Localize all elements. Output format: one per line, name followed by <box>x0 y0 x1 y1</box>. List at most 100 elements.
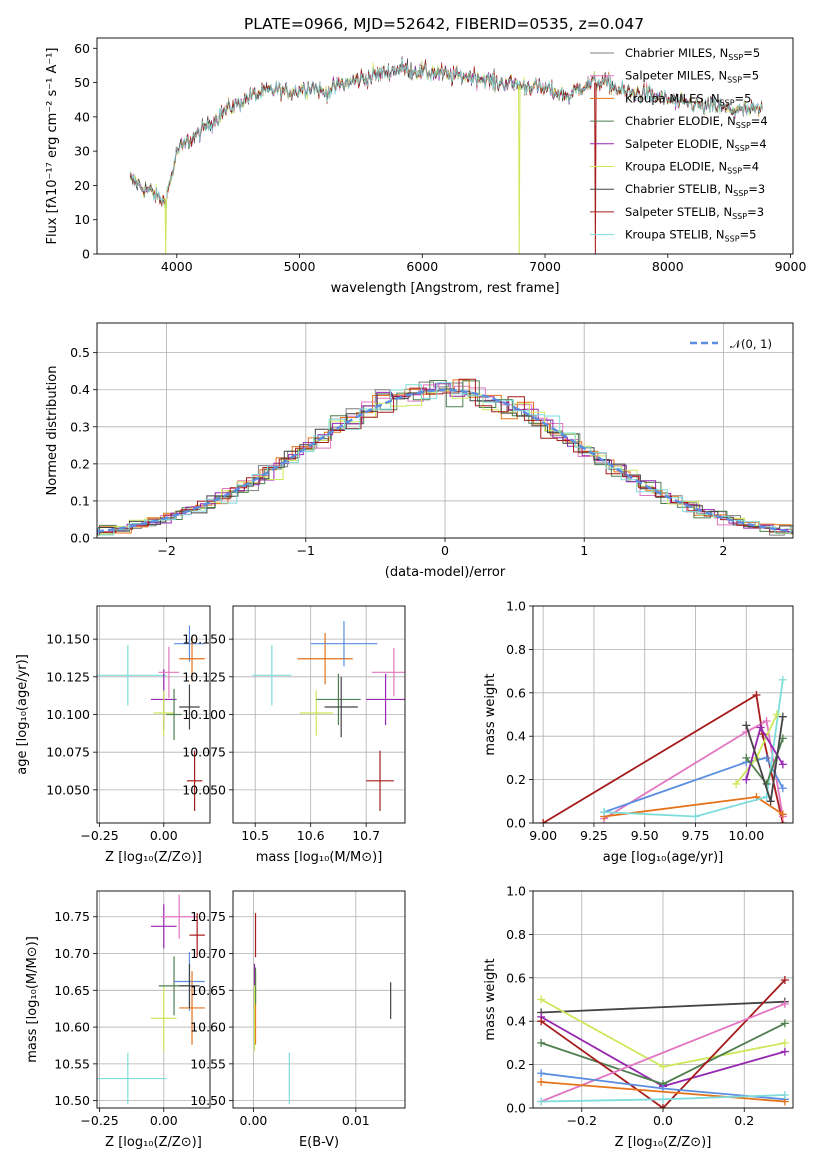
age-vs-mass-panel: 10.5 10.6 10.7 10.050 10.075 10.100 10.125 10.1… <box>182 605 406 865</box>
weight-marker <box>778 712 787 721</box>
y-tick-label: 10.125 <box>46 669 90 684</box>
y-axis-label: mass weight <box>483 958 498 1040</box>
mass-vs-extinction-panel: 0.00 0.01 10.50 10.55 10.60 10.65 10.70 10.75 E(… <box>190 890 406 1150</box>
x-tick-label: 9.75 <box>682 828 710 843</box>
x-axis-label: wavelength [Angstrom, rest frame] <box>331 281 560 296</box>
y-tick-label: 50 <box>74 75 90 90</box>
x-tick-label: 8000 <box>652 259 684 274</box>
x-axis-label: Z [log₁₀(Z/Z⊙)] <box>105 1135 202 1150</box>
weight-line <box>540 979 786 1108</box>
x-tick-label: −2 <box>157 543 175 558</box>
x-tick-label: −0.25 <box>80 828 118 843</box>
y-tick-label: 10.50 <box>190 1093 226 1108</box>
weight-vs-metallicity-panel: −0.2 0.0 0.2 0.0 0.2 0.4 0.6 0.8 1.0 Z [log₁₀(Z/Z… <box>483 884 794 1150</box>
y-tick-label: 10.55 <box>54 1056 90 1071</box>
y-tick-label: 10.55 <box>190 1056 226 1071</box>
weight-marker <box>732 779 741 788</box>
axes-frame <box>96 37 794 255</box>
weight-marker <box>756 723 765 732</box>
weight-line <box>541 1000 785 1014</box>
axes-frame <box>232 890 406 1109</box>
y-tick-label: 10.075 <box>182 745 226 760</box>
plot-area <box>252 621 405 811</box>
y-tick-label: 0.6 <box>506 970 526 985</box>
weight-marker <box>778 675 787 684</box>
y-tick-label: 0.1 <box>70 493 90 508</box>
weight-marker <box>537 1097 546 1106</box>
y-tick-label: 0.0 <box>506 1101 526 1116</box>
x-tick-label: 10.5 <box>241 828 269 843</box>
y-tick-label: 30 <box>74 144 90 159</box>
weight-line <box>603 756 784 813</box>
x-tick-label: 0 <box>441 543 449 558</box>
y-tick-label: 0.8 <box>506 927 526 942</box>
legend-label: Chabrier MILES, NSSP=5 <box>625 46 760 62</box>
weight-marker <box>537 995 546 1004</box>
weight-marker <box>659 1062 667 1071</box>
y-axis-label: mass weight <box>483 673 498 755</box>
x-tick-label: 1 <box>580 543 588 558</box>
x-tick-label: 0.2 <box>734 1113 754 1128</box>
weight-marker <box>537 1038 546 1047</box>
x-tick-label: 0.00 <box>150 828 178 843</box>
spectrum-dip <box>518 85 521 254</box>
axes-frame <box>96 890 211 1109</box>
x-tick-label: −0.2 <box>567 1113 597 1128</box>
y-tick-label: 10.60 <box>190 1020 226 1035</box>
x-axis-label: Z [log₁₀(Z/Z⊙)] <box>105 850 202 865</box>
weight-marker <box>659 1104 667 1108</box>
weight-marker <box>742 721 751 730</box>
weight-marker <box>778 784 787 793</box>
plot-area <box>537 975 789 1108</box>
y-tick-label: 10.65 <box>54 983 90 998</box>
y-tick-label: 0.3 <box>70 419 90 434</box>
x-axis-label: age [log₁₀(age/yr)] <box>603 850 724 865</box>
x-tick-label: 0.00 <box>150 1113 178 1128</box>
y-tick-label: 10.075 <box>46 745 90 760</box>
weight-marker <box>691 812 700 821</box>
axes-frame <box>96 605 211 824</box>
weight-marker <box>780 975 789 984</box>
y-tick-label: 0.2 <box>70 456 90 471</box>
axes-frame <box>96 322 794 539</box>
weight-marker <box>780 999 789 1008</box>
x-tick-label: 0.00 <box>240 1113 268 1128</box>
weight-vs-age-panel: 9.00 9.25 9.50 9.75 10.00 0.0 0.2 0.4 0.6 0.8 1.0 a… <box>483 599 794 865</box>
y-tick-label: 0.2 <box>506 1057 526 1072</box>
y-tick-label: 10.75 <box>190 909 226 924</box>
residuals-panel: −2 −1 0 1 2 0.0 0.1 0.2 0.3 0.4 0.5 (data-model)/er… <box>45 322 794 580</box>
legend-label: Kroupa STELIB, NSSP=5 <box>625 228 756 244</box>
x-tick-label: 9.50 <box>631 828 659 843</box>
weight-marker <box>766 797 775 806</box>
weight-marker <box>742 753 751 762</box>
y-tick-label: 1.0 <box>506 599 526 614</box>
weight-line <box>541 1081 785 1103</box>
x-tick-label: 0.0 <box>653 1113 673 1128</box>
y-tick-label: 10 <box>74 212 90 227</box>
weight-marker <box>780 1090 789 1099</box>
x-tick-label: 10.6 <box>297 828 325 843</box>
weight-marker <box>659 1095 667 1104</box>
y-tick-label: 10.70 <box>190 946 226 961</box>
x-axis-label: E(B-V) <box>299 1135 339 1150</box>
axes-frame <box>532 605 794 824</box>
y-tick-label: 0.4 <box>70 382 90 397</box>
weight-marker <box>780 1038 789 1047</box>
histogram-step <box>97 382 793 536</box>
figure-title: PLATE=0966, MJD=52642, FIBERID=0535, z=0… <box>244 15 644 33</box>
x-tick-label: 2 <box>719 543 727 558</box>
y-tick-label: 10.70 <box>54 946 90 961</box>
axes-frame <box>232 605 406 824</box>
x-tick-label: 4000 <box>161 259 193 274</box>
y-tick-label: 0.2 <box>506 772 526 787</box>
weight-marker <box>537 1017 546 1026</box>
weight-marker <box>780 1019 789 1028</box>
plot-area <box>539 675 787 823</box>
plot-area <box>97 625 205 811</box>
weight-marker <box>762 717 771 726</box>
weight-marker <box>772 710 781 719</box>
x-tick-label: −0.25 <box>80 1113 118 1128</box>
axes-frame <box>532 890 794 1109</box>
weight-marker <box>539 819 548 823</box>
y-tick-label: 0.4 <box>506 729 526 744</box>
